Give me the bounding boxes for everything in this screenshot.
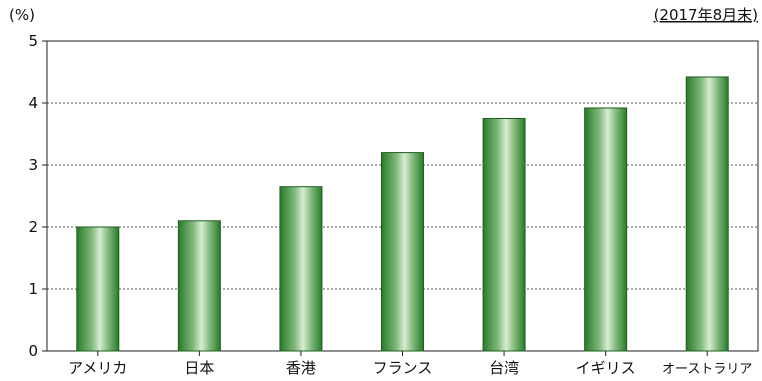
y-tick-label: 4	[28, 94, 38, 112]
y-tick-label: 5	[28, 32, 38, 50]
x-category-label: イギリス	[576, 359, 636, 377]
plot-area: 0 1 2 3 4 5 アメリカ 日本 香港 フランス 台湾 イギリス オーストラリア	[28, 32, 759, 377]
bar	[482, 118, 526, 352]
y-tick-label: 1	[28, 280, 38, 298]
bar	[177, 220, 221, 352]
x-category-label: 香港	[286, 359, 316, 377]
x-category-label: オーストラリア	[662, 362, 752, 377]
y-unit-label: (%)	[9, 6, 35, 24]
y-tick-label: 3	[28, 156, 38, 174]
date-note: (2017年8月末)	[654, 6, 758, 24]
bar	[685, 76, 729, 352]
x-category-label: 台湾	[489, 359, 519, 377]
bar	[279, 186, 323, 352]
bar	[584, 107, 628, 352]
y-tick-label: 0	[28, 342, 38, 360]
x-category-label: フランス	[373, 359, 433, 377]
bar	[76, 226, 120, 352]
x-category-label: 日本	[184, 359, 214, 377]
y-tick-label: 2	[28, 218, 38, 236]
x-category-label: アメリカ	[68, 359, 127, 377]
bar	[381, 152, 424, 352]
